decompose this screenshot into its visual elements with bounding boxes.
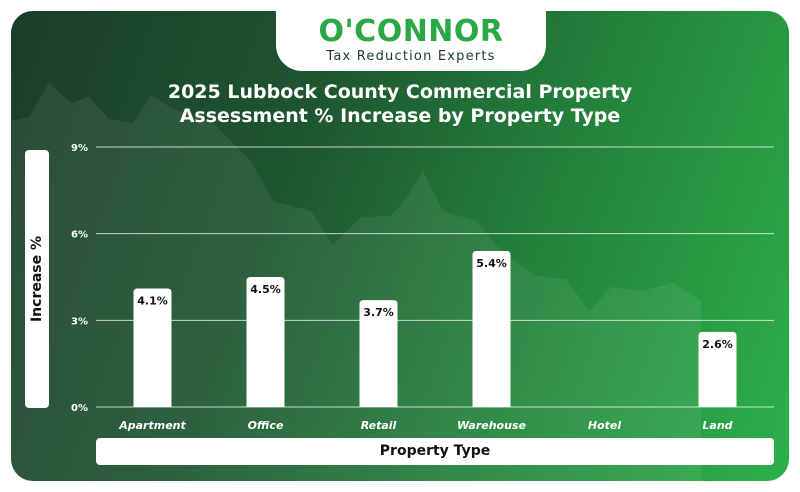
chart-title-line-1: 2025 Lubbock County Commercial Property [167,81,633,103]
bar [246,277,285,407]
x-tick-label: Office [248,419,284,432]
data-label: 3.7% [363,306,394,319]
bar [133,288,172,407]
logo-tab: O'CONNOR Tax Reduction Experts [276,11,546,71]
y-tick-label: 0% [71,403,88,414]
data-label: 5.4% [476,257,507,270]
x-tick-label: Land [702,419,732,432]
y-axis-label-box [25,150,49,408]
chart-title: 2025 Lubbock County Commercial Property … [0,80,800,128]
y-tick-label: 9% [71,143,88,154]
x-tick-label: Apartment [118,419,186,432]
bar [472,251,511,407]
brand-logo: O'CONNOR [318,14,504,49]
x-tick-label: Hotel [588,419,621,432]
data-label: 4.5% [250,283,281,296]
y-tick-label: 3% [71,316,88,327]
x-axis-label: Property Type [379,443,491,459]
x-axis-label-box [96,438,774,465]
background-mountains [11,83,701,481]
data-label: 4.1% [137,295,168,308]
x-tick-label: Warehouse [457,419,526,432]
bar [698,331,737,407]
x-tick-label: Retail [361,419,397,432]
y-tick-label: 6% [71,230,88,241]
bar [359,300,398,407]
data-label: 2.6% [702,338,733,351]
chart-title-line-2: Assessment % Increase by Property Type [179,105,621,127]
brand-tagline: Tax Reduction Experts [326,49,496,64]
